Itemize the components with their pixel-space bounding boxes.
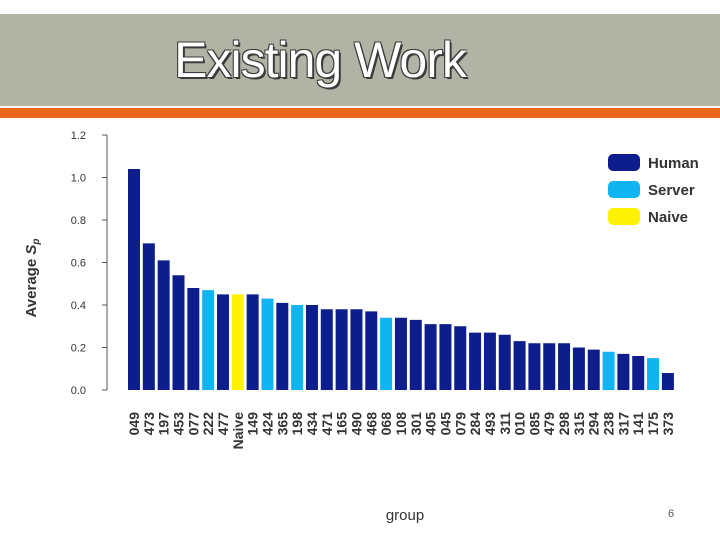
bar-085 bbox=[528, 343, 541, 390]
x-tick-label: 175 bbox=[645, 412, 661, 436]
bar-311 bbox=[498, 334, 511, 390]
bar-chart: 0.0 0.2 0.4 0.6 0.8 1.0 1.2 Average Sp 049473197… bbox=[23, 130, 699, 524]
legend-swatch-naive bbox=[608, 208, 640, 225]
bar-434 bbox=[305, 305, 318, 390]
bar-198 bbox=[291, 305, 304, 390]
bar-197 bbox=[157, 260, 170, 390]
x-tick-label: 317 bbox=[615, 412, 631, 436]
y-tick-label: 0.8 bbox=[71, 215, 86, 227]
y-tick-label: 0.4 bbox=[71, 300, 86, 312]
x-tick-label: 493 bbox=[482, 412, 498, 436]
bar-365 bbox=[276, 302, 289, 390]
x-tick-label: 468 bbox=[363, 412, 379, 436]
legend-label-human: Human bbox=[648, 155, 699, 172]
legend-label-server: Server bbox=[648, 182, 695, 199]
x-tick-label: 141 bbox=[630, 412, 646, 436]
y-tick-label: 1.0 bbox=[71, 173, 86, 185]
x-tick-label: 471 bbox=[319, 412, 335, 436]
bar-068 bbox=[380, 317, 393, 390]
bar-108 bbox=[394, 317, 407, 390]
x-tick-label: 473 bbox=[141, 412, 157, 436]
slide-title: Existing Work bbox=[174, 32, 467, 88]
x-tick-label: 405 bbox=[423, 412, 439, 436]
x-axis-label: group bbox=[386, 507, 424, 524]
legend-swatch-human bbox=[608, 154, 640, 171]
x-tick-label: 315 bbox=[571, 412, 587, 436]
bar-473 bbox=[142, 243, 155, 390]
y-tick-label: 0.6 bbox=[71, 258, 86, 270]
x-tick-label: 049 bbox=[126, 412, 142, 436]
y-tick-label: 0.2 bbox=[71, 343, 86, 355]
x-tick-label: 490 bbox=[348, 412, 364, 436]
x-tick-label: 045 bbox=[437, 412, 453, 436]
x-tick-label: 479 bbox=[541, 412, 557, 436]
bar-045 bbox=[439, 324, 452, 390]
x-tick-label: 284 bbox=[467, 412, 483, 436]
bar-315 bbox=[572, 347, 585, 390]
x-tick-label: 373 bbox=[660, 412, 676, 436]
x-tick-label: 365 bbox=[274, 412, 290, 436]
x-tick-label: 108 bbox=[393, 412, 409, 436]
bar-141 bbox=[632, 356, 645, 390]
bar-165 bbox=[335, 309, 348, 390]
bar-010 bbox=[513, 341, 526, 390]
accent-bar bbox=[0, 108, 720, 118]
x-tick-label: 165 bbox=[334, 412, 350, 436]
bar-Naive bbox=[231, 294, 244, 390]
title-band: Existing Work bbox=[0, 14, 720, 106]
x-tick-label: 298 bbox=[556, 412, 572, 436]
bar-493 bbox=[483, 332, 496, 390]
bar-238 bbox=[602, 351, 615, 390]
x-tick-label: 301 bbox=[408, 412, 424, 436]
bar-298 bbox=[558, 343, 571, 390]
bar-490 bbox=[350, 309, 363, 390]
bar-479 bbox=[543, 343, 556, 390]
bar-301 bbox=[409, 319, 422, 390]
y-tick-label: 0.0 bbox=[71, 385, 86, 397]
x-tick-label: 197 bbox=[156, 412, 172, 436]
bar-373 bbox=[661, 373, 674, 390]
bar-049 bbox=[128, 169, 140, 390]
bar-405 bbox=[424, 324, 437, 390]
x-tick-label: 010 bbox=[512, 412, 528, 436]
bar-468 bbox=[365, 311, 378, 390]
bar-079 bbox=[454, 326, 467, 390]
x-tick-label: 311 bbox=[497, 412, 513, 435]
x-tick-label: 453 bbox=[170, 412, 186, 436]
legend-swatch-server bbox=[608, 181, 640, 198]
x-tick-label: 222 bbox=[200, 412, 216, 436]
bar-149 bbox=[246, 294, 259, 390]
bar-284 bbox=[469, 332, 482, 390]
x-tick-label: Naive bbox=[230, 412, 246, 450]
x-tick-label: 149 bbox=[245, 412, 261, 436]
x-tick-label: 077 bbox=[185, 412, 201, 436]
bar-317 bbox=[617, 353, 630, 390]
bar-424 bbox=[261, 298, 274, 390]
bar-222 bbox=[202, 290, 215, 390]
legend-label-naive: Naive bbox=[648, 209, 688, 226]
bar-294 bbox=[587, 349, 600, 390]
bar-077 bbox=[187, 288, 200, 390]
x-tick-label: 424 bbox=[259, 412, 275, 436]
x-tick-label: 238 bbox=[601, 412, 617, 436]
bar-471 bbox=[320, 309, 333, 390]
bar-477 bbox=[216, 294, 229, 390]
bar-175 bbox=[647, 358, 660, 390]
x-tick-label: 294 bbox=[586, 412, 602, 436]
x-tick-label: 434 bbox=[304, 412, 320, 436]
y-axis-label: Average Sp bbox=[23, 239, 42, 318]
y-tick-label: 1.2 bbox=[71, 130, 86, 142]
x-tick-label: 477 bbox=[215, 412, 231, 436]
page-number: 6 bbox=[668, 508, 675, 520]
x-tick-label: 068 bbox=[378, 412, 394, 436]
bar-453 bbox=[172, 275, 185, 390]
x-tick-label: 079 bbox=[452, 412, 468, 436]
x-tick-label: 085 bbox=[526, 412, 542, 436]
x-tick-label: 198 bbox=[289, 412, 305, 436]
